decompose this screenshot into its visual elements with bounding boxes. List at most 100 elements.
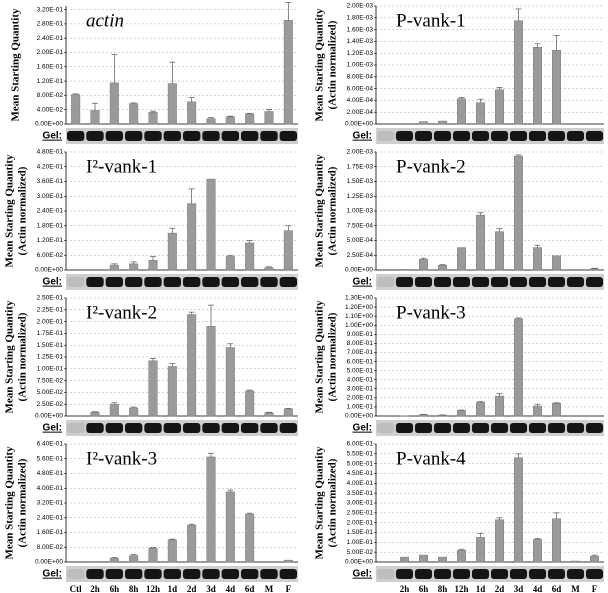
gel-band bbox=[163, 131, 182, 141]
y-tick-label: 0.00E+00 bbox=[345, 413, 373, 420]
gel-band bbox=[490, 131, 509, 141]
gel-band bbox=[395, 131, 414, 141]
gel-band bbox=[66, 131, 85, 141]
gel-band bbox=[414, 131, 433, 141]
gel-band bbox=[124, 569, 143, 579]
y-axis-label: (Actin normalized) bbox=[17, 166, 29, 255]
bar bbox=[90, 110, 100, 125]
gel-band bbox=[279, 423, 298, 433]
gel-band bbox=[509, 277, 528, 287]
gel-band bbox=[566, 277, 585, 287]
gel-image bbox=[66, 566, 298, 582]
y-tick-label: 1.20E-03 bbox=[347, 50, 374, 57]
gel-band bbox=[376, 423, 395, 433]
y-tick-label: 1.00E-01 bbox=[347, 404, 374, 411]
bar bbox=[71, 94, 81, 125]
y-tick-label: 6.40E-01 bbox=[37, 441, 64, 448]
gel-band bbox=[144, 277, 162, 287]
gel-band bbox=[124, 277, 143, 287]
bar bbox=[590, 268, 599, 271]
gel-band bbox=[86, 131, 104, 141]
y-axis-label: Mean Starting Quantity bbox=[314, 446, 326, 560]
bar bbox=[457, 549, 466, 563]
gel-band bbox=[528, 423, 547, 433]
gel-band bbox=[124, 131, 143, 141]
y-tick-label: 7.50E-04 bbox=[347, 222, 374, 229]
bar bbox=[187, 314, 197, 417]
gel-band bbox=[182, 131, 201, 141]
y-axis-label: Mean Starting Quantity bbox=[10, 8, 22, 122]
gel-band bbox=[86, 569, 104, 579]
gel-band bbox=[433, 569, 452, 579]
y-axis-label: Mean Starting Quantity bbox=[4, 300, 16, 414]
bar bbox=[419, 554, 428, 563]
gel-label: Gel: bbox=[43, 423, 62, 434]
y-tick-label: 3.00E-01 bbox=[347, 500, 374, 507]
bar bbox=[206, 178, 216, 271]
y-tick-label: 5.50E-01 bbox=[347, 451, 374, 458]
y-axis-label: (Actin normalized) bbox=[327, 20, 339, 109]
y-tick-label: 1.50E-03 bbox=[347, 178, 374, 185]
y-tick-label: 1.75E-03 bbox=[347, 163, 374, 170]
bar bbox=[495, 519, 504, 563]
gel-band bbox=[144, 569, 162, 579]
gel-band bbox=[471, 277, 490, 287]
gel-band bbox=[395, 569, 414, 579]
bar bbox=[283, 408, 293, 417]
y-tick-label: 5.00E-01 bbox=[347, 367, 374, 374]
gel-band bbox=[66, 277, 85, 287]
panel-title: I²-vank-1 bbox=[86, 156, 157, 177]
panel-title: I²-vank-2 bbox=[86, 302, 157, 323]
gel-label: Gel: bbox=[43, 277, 62, 288]
gel-band bbox=[490, 277, 509, 287]
y-tick-label: 2.00E-01 bbox=[347, 395, 374, 402]
y-tick-label: 1.00E+00 bbox=[345, 322, 373, 329]
x-tick-label: 6h bbox=[110, 584, 120, 593]
bar bbox=[514, 155, 523, 271]
y-tick-label: 1.80E-01 bbox=[37, 222, 64, 229]
gel-label: Gel: bbox=[43, 569, 62, 580]
gel-band bbox=[66, 423, 85, 433]
y-tick-label: 1.10E+00 bbox=[345, 313, 373, 320]
y-tick-label: 2.00E-01 bbox=[37, 318, 64, 325]
bar bbox=[245, 513, 255, 563]
x-tick-label: 8h bbox=[438, 584, 448, 593]
gel-band bbox=[566, 131, 585, 141]
gel-band bbox=[490, 423, 509, 433]
bar bbox=[148, 547, 158, 563]
y-tick-label: 1.00E-01 bbox=[347, 539, 374, 546]
gel-band bbox=[509, 569, 528, 579]
bar bbox=[533, 47, 542, 125]
y-tick-label: 4.00E-01 bbox=[347, 480, 374, 487]
bar bbox=[225, 491, 235, 563]
gel-image bbox=[376, 128, 604, 144]
gel-image bbox=[376, 420, 604, 436]
bar bbox=[571, 560, 580, 563]
y-tick-label: 2.00E-03 bbox=[347, 149, 374, 156]
bar bbox=[245, 390, 255, 417]
y-tick-label: 2.50E-02 bbox=[37, 401, 64, 408]
gel-band bbox=[414, 569, 433, 579]
gel-label: Gel: bbox=[353, 277, 372, 288]
y-axis-label: Mean Starting Quantity bbox=[4, 154, 16, 268]
y-tick-label: 2.40E-01 bbox=[37, 514, 64, 521]
y-tick-label: 2.00E-01 bbox=[37, 49, 64, 56]
gel-band bbox=[182, 277, 201, 287]
bar bbox=[90, 411, 100, 417]
gel-band bbox=[240, 131, 259, 141]
x-tick-label: 6d bbox=[552, 584, 562, 593]
y-tick-label: 1.25E-01 bbox=[37, 354, 64, 361]
y-tick-label: 2.50E-04 bbox=[347, 252, 374, 259]
y-tick-label: 4.00E-02 bbox=[37, 106, 64, 113]
y-tick-label: 5.00E-02 bbox=[347, 549, 374, 556]
x-tick-label: M bbox=[265, 584, 274, 593]
x-tick-label: 12h bbox=[454, 584, 468, 593]
gel-band bbox=[240, 277, 259, 287]
y-tick-label: 3.00E-01 bbox=[347, 385, 374, 392]
x-tick-label: 4d bbox=[226, 584, 236, 593]
gel-band bbox=[182, 423, 201, 433]
gel-label: Gel: bbox=[43, 131, 62, 142]
bar bbox=[514, 318, 523, 417]
y-tick-label: 8.00E-02 bbox=[37, 544, 64, 551]
